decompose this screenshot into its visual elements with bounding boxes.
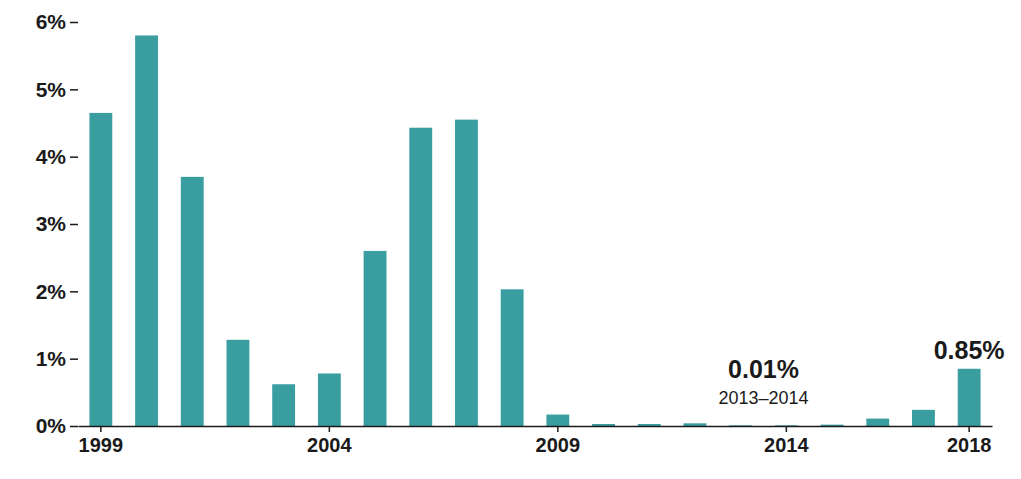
x-tick: 2004 — [307, 426, 352, 456]
x-tick-mark — [329, 426, 331, 432]
y-tick-label: 6% — [36, 10, 67, 33]
x-tick: 2018 — [947, 426, 992, 456]
bar — [135, 35, 158, 426]
x-tick-label: 2014 — [764, 434, 809, 456]
y-tick-label: 0% — [36, 414, 67, 437]
x-tick-label: 2009 — [536, 434, 581, 456]
bar — [318, 373, 341, 426]
bar — [958, 369, 981, 426]
annotation: 0.01% — [728, 355, 799, 383]
y-tick-mark — [70, 358, 78, 360]
x-tick-mark — [557, 426, 559, 432]
y-tick-label: 4% — [36, 145, 67, 168]
chart: 0% 1% 2% 3% 4% 5% 6% 1999 2004 2009 2014 2018 0.01% 2… — [0, 0, 1021, 479]
bar — [638, 424, 661, 426]
x-tick-mark — [786, 426, 788, 432]
y-tick-mark — [70, 22, 78, 24]
x-tick: 1999 — [79, 426, 124, 456]
y-tick-label: 5% — [36, 78, 67, 101]
bar — [501, 289, 524, 426]
bar — [684, 423, 707, 426]
y-tick: 1% — [36, 347, 78, 370]
x-tick-mark — [968, 426, 970, 432]
y-axis: 0% 1% 2% 3% 4% 5% 6% — [36, 10, 78, 437]
x-tick-label: 2004 — [307, 434, 352, 456]
y-tick-mark — [70, 291, 78, 293]
bar — [181, 177, 204, 426]
annotations: 0.01% 2013–2014 0.85% — [718, 336, 1004, 408]
x-tick-label: 1999 — [79, 434, 124, 456]
y-tick-label: 3% — [36, 212, 67, 235]
x-tick: 2009 — [536, 426, 581, 456]
y-tick: 6% — [36, 10, 78, 33]
y-tick-mark — [70, 426, 78, 428]
bar — [272, 384, 295, 426]
bar — [546, 415, 569, 426]
y-tick: 3% — [36, 212, 78, 235]
bar — [364, 251, 387, 426]
bar — [227, 340, 250, 426]
y-tick-mark — [70, 224, 78, 226]
bar — [89, 113, 112, 426]
bars — [89, 35, 980, 426]
bar — [866, 419, 889, 426]
x-axis-line — [79, 426, 993, 428]
x-tick-mark — [100, 426, 102, 432]
y-tick: 2% — [36, 280, 78, 303]
y-tick: 5% — [36, 78, 78, 101]
bar — [455, 120, 478, 426]
y-tick-mark — [70, 89, 78, 91]
x-axis: 1999 2004 2009 2014 2018 — [79, 426, 993, 456]
y-tick: 0% — [36, 414, 78, 437]
x-tick: 2014 — [764, 426, 809, 456]
annotation: 0.85% — [934, 336, 1005, 364]
bar — [912, 410, 935, 426]
y-tick: 4% — [36, 145, 78, 168]
y-tick-label: 1% — [36, 347, 67, 370]
bar — [409, 128, 432, 426]
annotation-subtext: 2013–2014 — [718, 388, 808, 408]
bar — [592, 424, 615, 426]
x-tick-label: 2018 — [947, 434, 992, 456]
y-tick-label: 2% — [36, 280, 67, 303]
y-tick-mark — [70, 156, 78, 158]
